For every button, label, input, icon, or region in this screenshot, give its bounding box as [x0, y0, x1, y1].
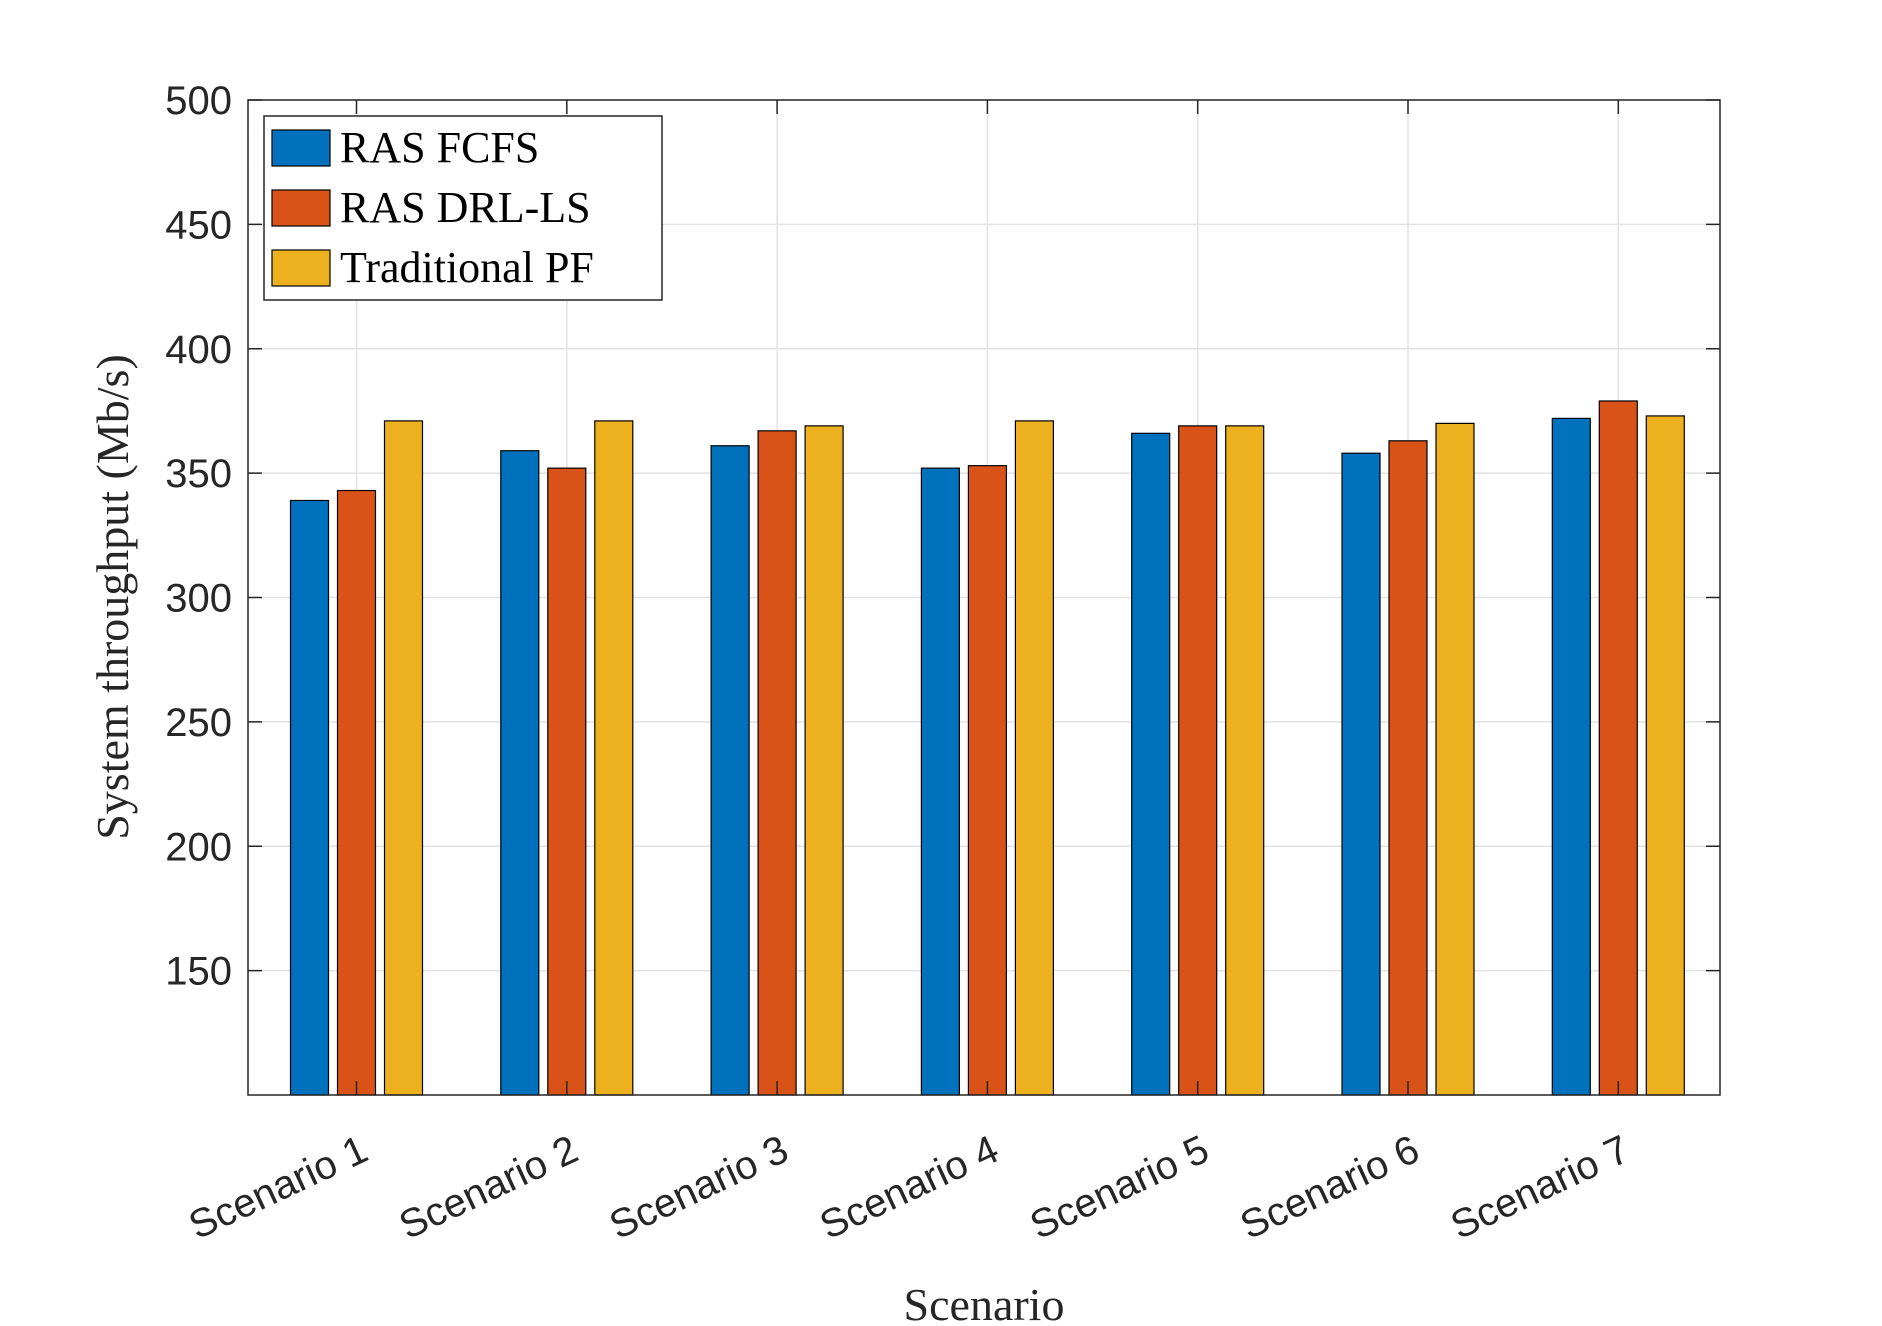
bar [1014, 420, 1055, 1096]
x-tick-label: Scenario 7 [1444, 1127, 1636, 1248]
x-tick-label: Scenario 3 [603, 1127, 795, 1248]
bar [1645, 415, 1685, 1096]
y-tick-label: 500 [165, 79, 232, 123]
legend-swatch [271, 249, 331, 287]
bar [1131, 432, 1171, 1096]
y-tick-label: 350 [165, 452, 232, 496]
legend-label: RAS FCFS [340, 123, 539, 172]
bar [1178, 425, 1218, 1096]
bar [1551, 417, 1591, 1096]
bar [500, 450, 540, 1096]
x-tick-label: Scenario 2 [393, 1127, 585, 1248]
x-axis-label: Scenario [904, 1279, 1065, 1326]
x-tick-label: Scenario 6 [1234, 1127, 1426, 1248]
bar [289, 499, 330, 1096]
x-tick-label: Scenario 5 [1024, 1127, 1216, 1248]
legend-swatch [271, 189, 331, 227]
bar [594, 420, 634, 1096]
bar [383, 420, 424, 1096]
bar [804, 425, 844, 1096]
bar [757, 430, 797, 1096]
y-tick-label: 400 [165, 328, 232, 372]
y-tick-label: 200 [165, 825, 232, 869]
bar [1388, 440, 1428, 1096]
legend-label: Traditional PF [340, 243, 594, 292]
bar [920, 467, 961, 1096]
legend: RAS FCFS RAS DRL-LS Traditional PF [263, 115, 663, 301]
plot-frame [247, 99, 1721, 1096]
y-tick-label: 450 [165, 203, 232, 247]
y-axis-ticks: 150 200 250 300 350 400 450 500 [165, 79, 1720, 994]
x-tick-label: Scenario 1 [182, 1127, 374, 1248]
bar [1435, 422, 1475, 1096]
bar [967, 465, 1008, 1096]
x-tick-label: Scenario 4 [813, 1127, 1005, 1248]
bar [1598, 400, 1638, 1096]
bars [289, 400, 1685, 1096]
y-tick-label: 250 [165, 701, 232, 745]
bar [336, 489, 377, 1096]
bar [1341, 452, 1381, 1096]
bar [710, 445, 750, 1096]
legend-swatch [271, 129, 331, 167]
bar [547, 467, 587, 1096]
bar [1225, 425, 1265, 1096]
legend-label: RAS DRL-LS [340, 183, 591, 232]
y-tick-label: 300 [165, 577, 232, 621]
y-tick-label: 150 [165, 950, 232, 994]
y-axis-label: System throughput (Mb/s) [87, 354, 138, 840]
